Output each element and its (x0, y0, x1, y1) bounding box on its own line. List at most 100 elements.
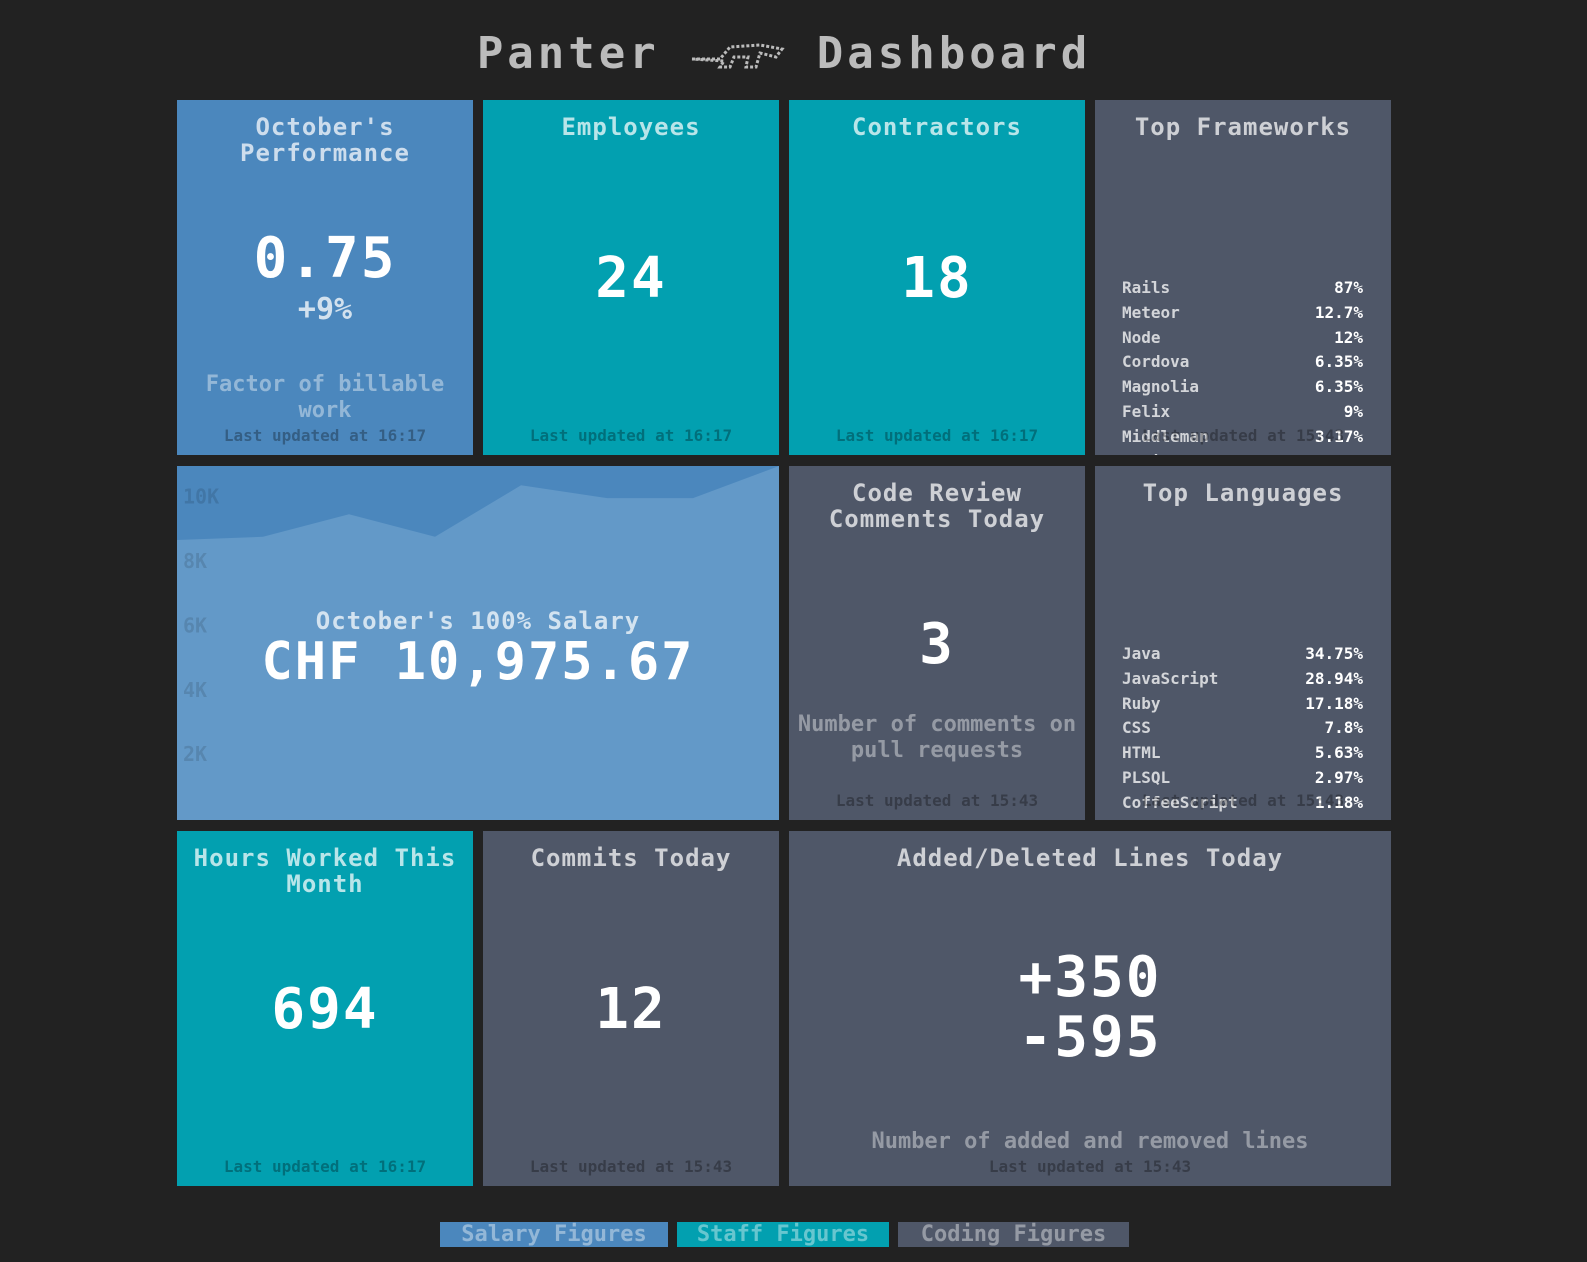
item-label: Rails (1122, 278, 1171, 297)
item-value: 7.8% (1324, 718, 1363, 738)
list-row: CSS 7.8% (1122, 718, 1363, 743)
y-tick-label: 2K (183, 742, 207, 766)
list-row: Magnolia 6.35% (1122, 377, 1363, 402)
item-value: 1.18% (1314, 792, 1363, 812)
updated-at: Last updated at 16:17 (835, 426, 1039, 445)
commits-widget: Commits Today 12 Last updated at 15:43 (483, 831, 779, 1186)
item-value: 3.17% (1314, 426, 1363, 446)
widget-title: Code Review Comments Today (828, 479, 1046, 533)
list-row: Cordova 6.35% (1122, 352, 1363, 377)
updated-at: Last updated at 15:43 (529, 1157, 733, 1176)
widget-title: October's Performance (240, 113, 410, 167)
widget-title: Employees (561, 113, 701, 141)
item-label: Java (1122, 644, 1161, 663)
list-row: Meteor 12.7% (1122, 303, 1363, 328)
list-row: PLSQL 2.97% (1122, 768, 1363, 793)
header: Panter Dashboard (0, 28, 1568, 79)
item-value: 5.63% (1314, 743, 1363, 763)
list-row: Ionic 3.17% (1122, 452, 1363, 455)
list-row: JavaScript 28.94% (1122, 669, 1363, 694)
item-value: 12.7% (1314, 302, 1363, 322)
item-value: 12% (1334, 327, 1363, 347)
item-value: 87% (1334, 278, 1363, 297)
updated-at: Last updated at 16:17 (529, 426, 733, 445)
widget-value: 694 (271, 977, 379, 1042)
widget-value: 18 (901, 246, 973, 311)
widget-title: Hours Worked This Month (193, 844, 457, 898)
added-value: +350 (1018, 945, 1162, 1010)
list-row: Node 12% (1122, 328, 1363, 353)
item-value: 2.97% (1314, 767, 1363, 787)
item-label: JavaScript (1122, 668, 1219, 688)
widget-value: 0.75 (253, 226, 397, 291)
title: Dashboard (816, 28, 1092, 79)
nav-button[interactable]: Staff Figures (677, 1222, 889, 1247)
logo (692, 43, 785, 69)
list-row: HTML 5.63% (1122, 743, 1363, 768)
item-value: 1.07% (1315, 818, 1363, 820)
code-review-widget: Code Review Comments Today 3 Number of c… (789, 466, 1085, 820)
deleted-value: -595 (1018, 1005, 1162, 1070)
y-tick-label: 10K (183, 485, 219, 509)
languages-widget: Top Languages Java 34.75% JavaScript 28.94%… (1095, 466, 1391, 820)
list-row: Middleman 3.17% (1122, 427, 1363, 452)
list-row: FreeMarker 1.07% (1122, 818, 1363, 820)
widget-title: Top Languages (1142, 479, 1344, 507)
item-value: 9% (1343, 401, 1363, 421)
list: Java 34.75% JavaScript 28.94% Ruby 17.18% CSS 7… (1122, 644, 1363, 820)
performance-widget: October's Performance 0.75 +9% Factor of… (177, 100, 473, 455)
widget-title: Contractors (852, 113, 1022, 141)
salary-widget: 10K 8K 6K 4K 2K October's 100% Salary CHF 10… (177, 466, 779, 820)
updated-at: Last updated at 15:43 (835, 791, 1039, 810)
list-row: Felix 9% (1122, 402, 1363, 427)
item-label: Felix (1122, 401, 1171, 421)
widget-title: Added/Deleted Lines Today (896, 844, 1284, 872)
item-value: 34.75% (1305, 644, 1363, 663)
updated-at: Last updated at 16:17 (223, 426, 427, 445)
item-value: 28.94% (1305, 668, 1363, 688)
updated-at: Last updated at 15:43 (1141, 791, 1345, 810)
lines-widget: Added/Deleted Lines Today +350 -595 Numb… (789, 831, 1391, 1186)
item-label: HTML (1122, 743, 1161, 763)
item-label: CoffeeScript (1122, 792, 1238, 812)
list-row: Ruby 17.18% (1122, 694, 1363, 719)
employees-widget: Employees 24 Last updated at 16:17 (483, 100, 779, 455)
list: Rails 87% Meteor 12.7% Node 12% Cordova 6.35% Ma… (1122, 278, 1363, 455)
hours-widget: Hours Worked This Month 694 Last updated… (177, 831, 473, 1186)
widget-title: October's 100% Salary (315, 607, 641, 635)
widget-value: 12 (595, 977, 667, 1042)
item-label: PLSQL (1122, 767, 1171, 787)
nav-button[interactable]: Coding Figures (898, 1222, 1129, 1247)
updated-at: Last updated at 15:43 (988, 1157, 1192, 1176)
more-info: Number of comments on pull requests (797, 712, 1077, 763)
area (177, 466, 779, 820)
widget-value: 24 (595, 246, 667, 311)
widget-title: Commits Today (530, 844, 732, 872)
item-label: Magnolia (1122, 377, 1200, 397)
item-label: Meteor (1122, 302, 1180, 322)
contractors-widget: Contractors 18 Last updated at 16:17 (789, 100, 1085, 455)
item-label: Ruby (1122, 693, 1161, 713)
item-label: Node (1122, 327, 1161, 347)
item-value: 6.35% (1314, 352, 1363, 372)
widget-change: +9% (297, 292, 353, 327)
more-info: Factor of billable work (205, 372, 445, 423)
frameworks-widget: Top Frameworks Rails 87% Meteor 12.7% Node 12… (1095, 100, 1391, 455)
y-tick-label: 8K (183, 549, 207, 573)
nav-button[interactable]: Salary Figures (440, 1222, 668, 1247)
widget-value: 3 (919, 612, 955, 677)
item-label: Middleman (1122, 426, 1209, 446)
widget-title: Top Frameworks (1134, 113, 1352, 141)
updated-at: Last updated at 15:43 (1141, 426, 1345, 445)
list-row: CoffeeScript 1.18% (1122, 793, 1363, 818)
item-label: Cordova (1122, 352, 1190, 372)
graph: 10K 8K 6K 4K 2K (177, 466, 779, 820)
item-value: 3.17% (1315, 452, 1363, 455)
item-label: Ionic (1122, 452, 1170, 455)
more-info: Number of added and removed lines (871, 1129, 1309, 1154)
item-label: FreeMarker (1122, 818, 1218, 820)
updated-at: Last updated at 16:17 (223, 1157, 427, 1176)
y-tick-label: 6K (183, 613, 207, 637)
item-value: 17.18% (1305, 693, 1363, 713)
